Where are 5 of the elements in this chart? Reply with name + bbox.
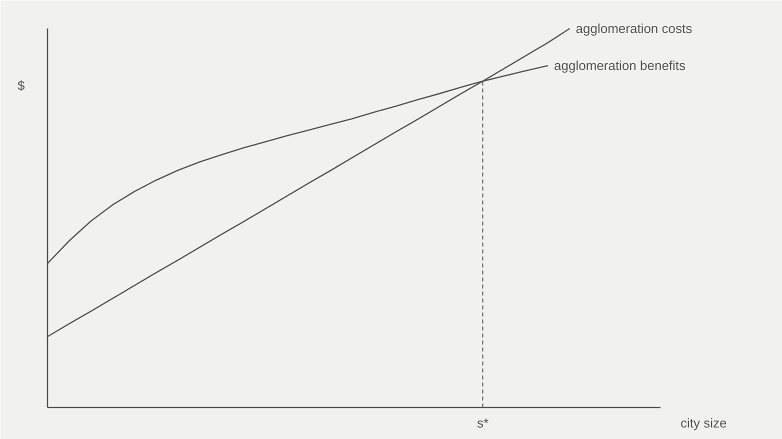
y-axis-title: $ [18,78,26,93]
series-label: agglomeration benefits [554,58,686,74]
text: s* [476,416,489,430]
series-label: agglomeration costs [576,21,693,36]
text: city size [680,416,727,430]
